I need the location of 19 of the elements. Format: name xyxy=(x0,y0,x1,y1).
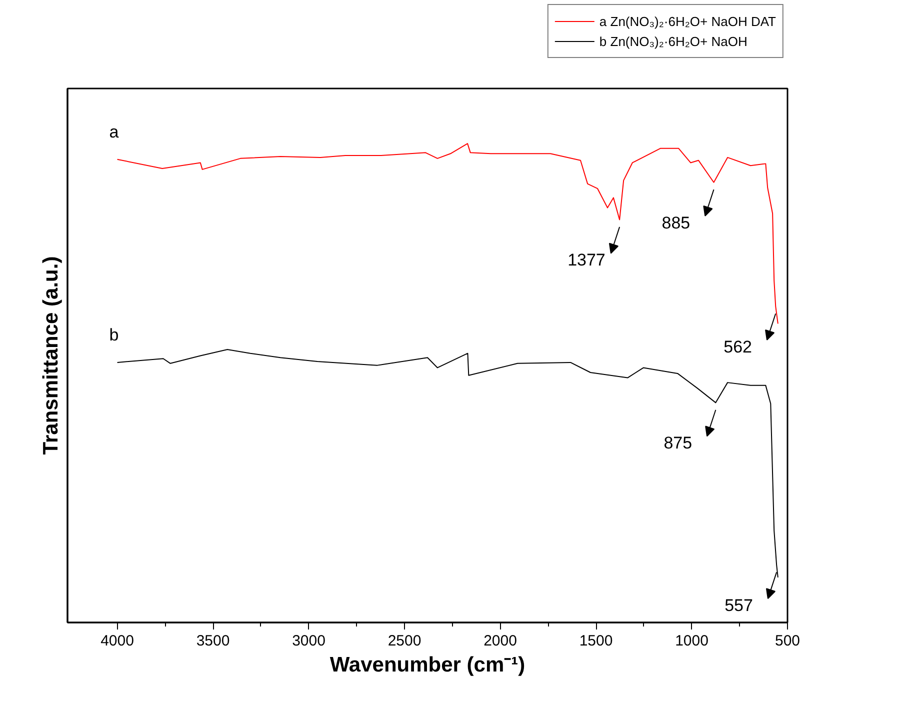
annotation: 885 xyxy=(662,213,690,232)
x-tick-label: 3500 xyxy=(196,632,230,650)
x-axis-title: Wavenumber (cm⁻¹) xyxy=(330,654,526,676)
x-tick-label: 3000 xyxy=(292,632,326,650)
x-tick-label: 1000 xyxy=(675,632,708,650)
text: a xyxy=(109,122,120,142)
annotation: b xyxy=(109,325,119,344)
annotation: 562 xyxy=(724,337,752,356)
y-axis-title: Transmittance (a.u.) xyxy=(40,256,62,455)
annotation: 1377 xyxy=(568,250,606,270)
annotation: 875 xyxy=(664,434,692,453)
x-tick-label: 1500 xyxy=(579,632,613,650)
legend-label: b Zn(NO₃)₂·6H₂O+ NaOH xyxy=(599,34,748,48)
x-tick-label: 2000 xyxy=(484,632,517,650)
legend-label: a Zn(NO₃)₂·6H₂O+ NaOH DAT xyxy=(599,14,776,28)
x-tick-label: 500 xyxy=(774,632,800,650)
x-tick-label: 4000 xyxy=(100,632,134,650)
x-tick-label: 2500 xyxy=(388,632,422,650)
annotation: 557 xyxy=(724,596,753,616)
